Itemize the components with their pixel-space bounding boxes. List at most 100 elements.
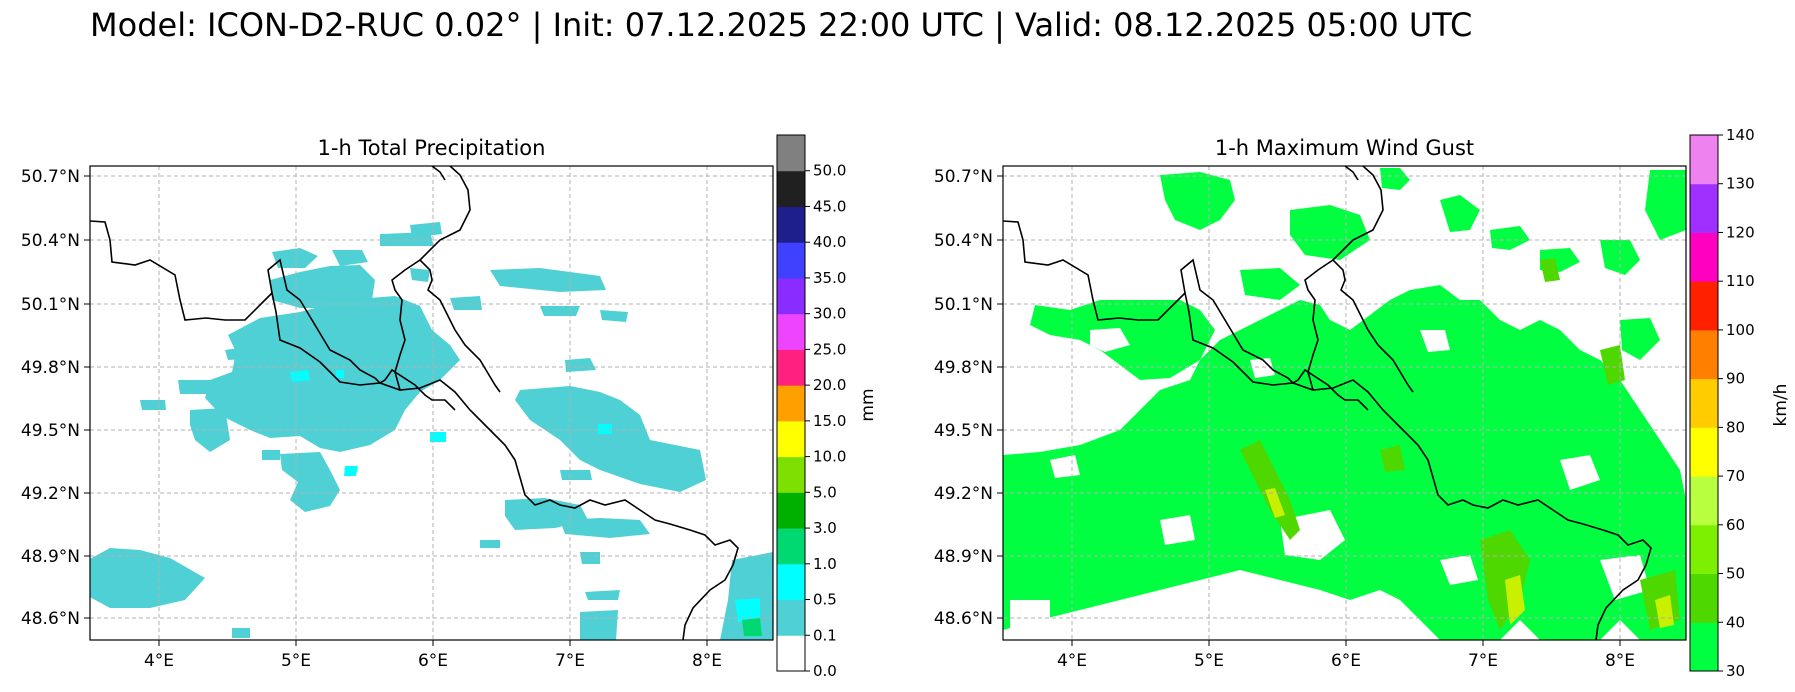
y-tick-label: 48.9°N	[21, 547, 80, 567]
colorbar-segment	[777, 170, 805, 207]
y-tick-label: 49.8°N	[934, 358, 993, 378]
panel-title-precipitation: 1-h Total Precipitation	[317, 136, 546, 160]
colorbar-segment	[777, 563, 805, 601]
y-tick-label: 49.2°N	[934, 484, 993, 504]
colorbar-tick-label: 1.0	[813, 555, 837, 573]
wind-gust-colorbar-label: km/h	[1771, 384, 1791, 427]
wind-gust-gridlines	[1003, 166, 1686, 640]
colorbar-tick-label: 0.5	[813, 591, 837, 609]
wind-gust-tick-marks	[997, 175, 1621, 646]
colorbar-segment	[777, 277, 805, 315]
wind-gust-field	[1003, 168, 1686, 640]
colorbar-segment	[1690, 378, 1718, 428]
colorbar-frame	[1689, 134, 1719, 672]
x-tick-label: 6°E	[1331, 651, 1361, 671]
colorbar-tick-label: 20.0	[813, 376, 846, 394]
colorbar-tick-label: 15.0	[813, 412, 846, 430]
colorbar-segment	[1690, 135, 1718, 185]
colorbar-tick-label: 50.0	[813, 162, 846, 180]
figure-title: Model: ICON-D2-RUC 0.02° | Init: 07.12.2…	[90, 6, 1473, 44]
y-tick-label: 48.6°N	[934, 609, 993, 629]
colorbar-segment	[1690, 281, 1718, 331]
x-tick-label: 7°E	[555, 651, 585, 671]
colorbar-segment	[777, 385, 805, 422]
colorbar-segment	[777, 599, 805, 636]
y-tick-label: 48.9°N	[934, 547, 993, 567]
colorbar-segment	[1690, 183, 1718, 233]
wind-gust-map: 4°E 5°E 6°E 7°E 8°E 50.7°N 50.4°N 50.1°N…	[934, 126, 1791, 680]
x-tick-label: 8°E	[1605, 651, 1635, 671]
colorbar-frame	[776, 134, 806, 672]
colorbar-tick-label: 45.0	[813, 197, 846, 215]
wind-gust-borders	[1003, 166, 1652, 640]
x-tick-label: 8°E	[692, 651, 722, 671]
precipitation-gridlines	[90, 166, 773, 640]
y-tick-label: 50.1°N	[934, 295, 993, 315]
precipitation-frame	[89, 165, 774, 641]
x-tick-label: 5°E	[281, 651, 311, 671]
colorbar-segment	[1690, 427, 1718, 477]
colorbar-tick-label: 30.0	[813, 305, 846, 323]
colorbar-tick-label: 40	[1726, 613, 1745, 631]
precipitation-colorbar: 0.0 0.1 0.5 1.0 3.0 5.0 10.0 15.0 20.0 25.0 30.0 35…	[776, 134, 846, 680]
colorbar-segment	[1690, 476, 1718, 526]
wind-gust-frame	[1002, 165, 1687, 641]
colorbar-tick-label: 70	[1726, 467, 1745, 485]
precipitation-tick-marks	[84, 175, 708, 646]
colorbar-segment	[1690, 622, 1718, 672]
precipitation-x-ticks: 4°E 5°E 6°E 7°E 8°E	[144, 651, 722, 671]
y-tick-label: 49.5°N	[934, 421, 993, 441]
y-tick-label: 48.6°N	[21, 609, 80, 629]
precipitation-map: 4°E 5°E 6°E 7°E 8°E 50.7°N 50.4°N 50.1°N…	[21, 134, 878, 680]
colorbar-segment	[777, 135, 805, 172]
x-tick-label: 4°E	[1057, 651, 1087, 671]
colorbar-segment	[1690, 524, 1718, 575]
y-tick-label: 50.4°N	[21, 231, 80, 251]
colorbar-segment	[777, 349, 805, 386]
colorbar-tick-label: 120	[1726, 223, 1755, 241]
wind-gust-x-ticks: 4°E 5°E 6°E 7°E 8°E	[1057, 651, 1635, 671]
colorbar-segment	[1690, 573, 1718, 623]
x-tick-label: 5°E	[1194, 651, 1224, 671]
colorbar-segment	[777, 313, 805, 350]
colorbar-tick-label: 30	[1726, 662, 1745, 680]
colorbar-segment	[1690, 232, 1718, 282]
colorbar-segment	[777, 635, 805, 672]
y-tick-label: 49.5°N	[21, 421, 80, 441]
colorbar-segment	[777, 420, 805, 458]
colorbar-segment	[777, 206, 805, 243]
precipitation-borders	[90, 166, 739, 640]
colorbar-segment	[777, 456, 805, 493]
wind-gust-colorbar: 30 40 50 60 70 80 90 100 110 120 130 140	[1689, 126, 1755, 680]
colorbar-tick-label: 35.0	[813, 269, 846, 287]
x-tick-label: 6°E	[418, 651, 448, 671]
colorbar-tick-label: 3.0	[813, 519, 837, 537]
colorbar-tick-label: 0.0	[813, 662, 837, 680]
colorbar-tick-label: 100	[1726, 321, 1755, 339]
y-tick-label: 50.4°N	[934, 231, 993, 251]
colorbar-tick-label: 130	[1726, 175, 1755, 193]
colorbar-tick-label: 40.0	[813, 233, 846, 251]
y-tick-label: 50.7°N	[934, 167, 993, 187]
y-tick-label: 50.7°N	[21, 167, 80, 187]
colorbar-tick-label: 140	[1726, 126, 1755, 144]
y-tick-label: 49.2°N	[21, 484, 80, 504]
colorbar-tick-label: 60	[1726, 516, 1745, 534]
colorbar-tick-label: 80	[1726, 418, 1745, 436]
colorbar-tick-label: 50	[1726, 565, 1745, 583]
y-tick-label: 49.8°N	[21, 358, 80, 378]
x-tick-label: 4°E	[144, 651, 174, 671]
colorbar-tick-label: 5.0	[813, 483, 837, 501]
colorbar-tick-label: 110	[1726, 272, 1755, 290]
colorbar-tick-label: 25.0	[813, 340, 846, 358]
colorbar-segment	[1690, 329, 1718, 380]
colorbar-tick-label: 90	[1726, 370, 1745, 388]
colorbar-tick-label: 0.1	[813, 626, 837, 644]
wind-gust-y-ticks: 50.7°N 50.4°N 50.1°N 49.8°N 49.5°N 49.2°…	[934, 167, 993, 629]
y-tick-label: 50.1°N	[21, 295, 80, 315]
colorbar-segment	[777, 492, 805, 529]
precipitation-y-ticks: 50.7°N 50.4°N 50.1°N 49.8°N 49.5°N 49.2°…	[21, 167, 80, 629]
panel-title-wind-gust: 1-h Maximum Wind Gust	[1214, 136, 1475, 160]
x-tick-label: 7°E	[1468, 651, 1498, 671]
